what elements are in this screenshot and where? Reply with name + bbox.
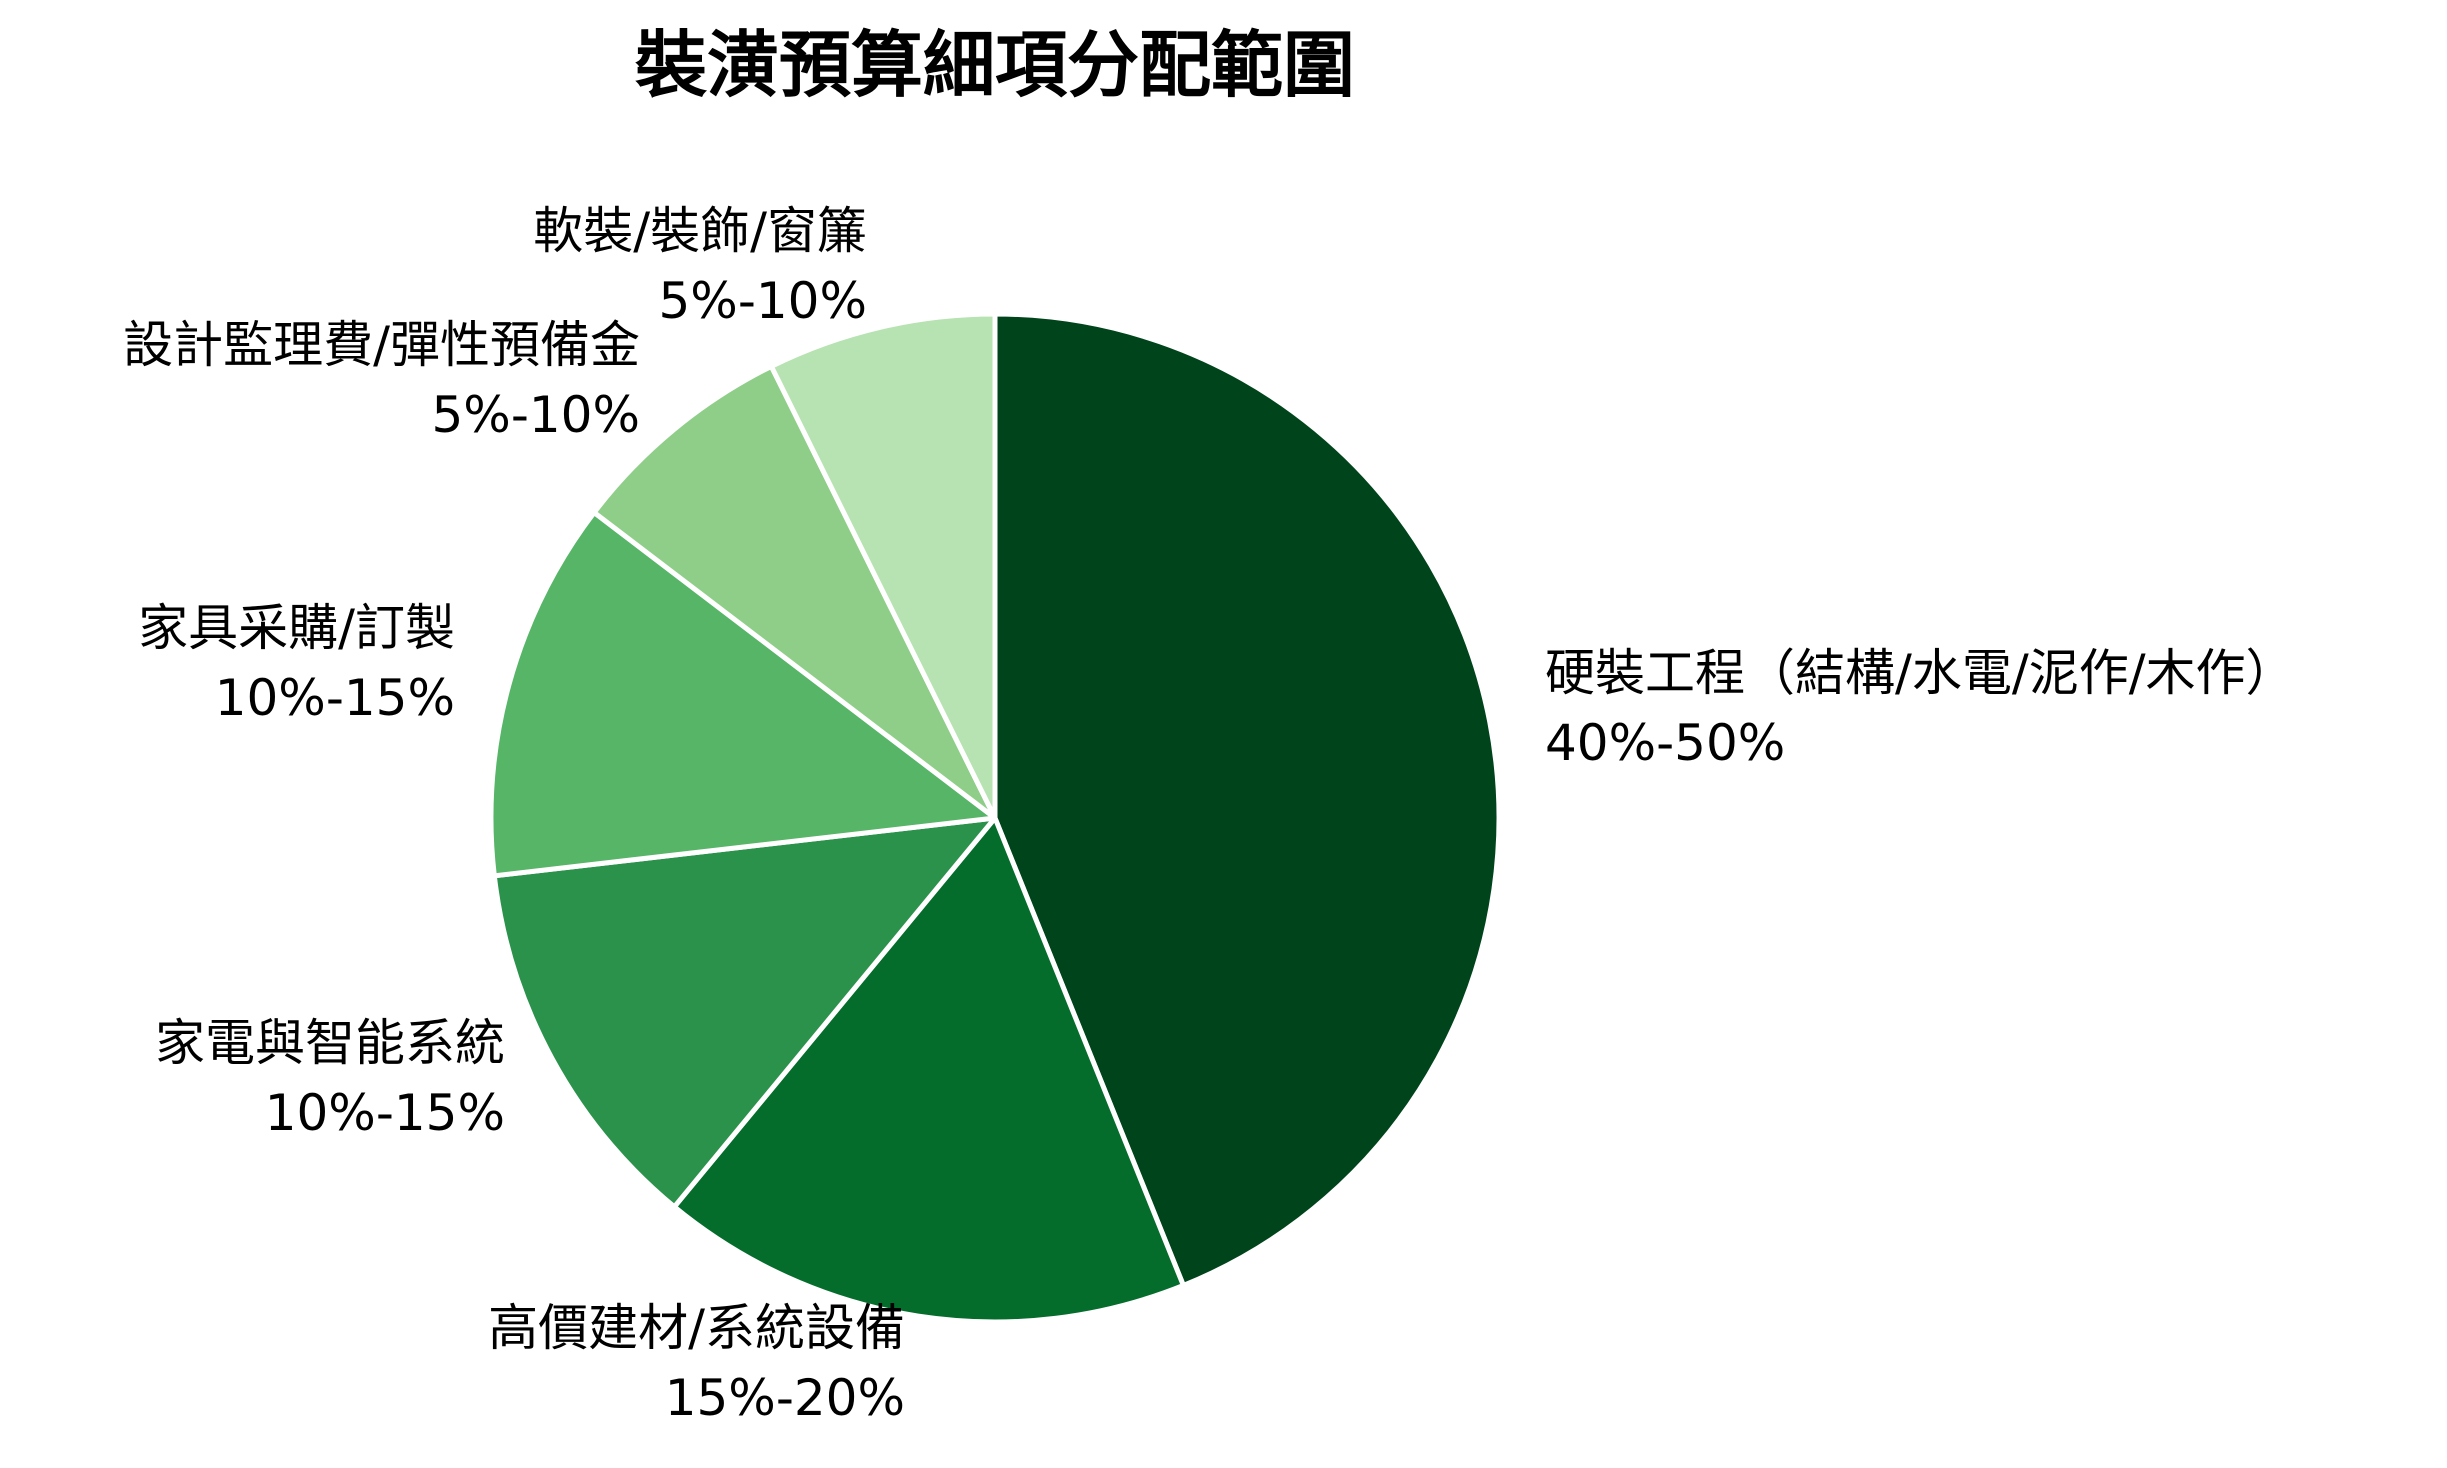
slice-label-6: 軟裝/裝飾/窗簾: [533, 202, 867, 260]
pie-slice-5: [591, 363, 998, 821]
pie-slice-4: [488, 509, 998, 879]
slice-label-1: 硬裝工程（結構/水電/泥作/木作）: [1545, 644, 2296, 702]
chart-title: 裝潢預算細項分配範圍: [635, 23, 1355, 107]
slice-label-5: 設計監理費/彈性預備金: [123, 316, 640, 374]
slice-range-1: 40%-50%: [1545, 714, 1785, 772]
slice-range-5: 5%-10%: [432, 386, 641, 444]
pie-slice-6: [768, 311, 998, 821]
slice-label-2: 高價建材/系統設備: [488, 1299, 905, 1357]
pie-slices: [488, 311, 1502, 1325]
slice-label-3: 家電與智能系統: [155, 1014, 505, 1072]
slice-range-4: 10%-15%: [215, 669, 455, 727]
slice-range-6: 5%-10%: [659, 272, 868, 330]
pie-slice-1: [992, 311, 1502, 1288]
slice-range-3: 10%-15%: [265, 1084, 505, 1142]
pie-slice-2: [671, 815, 1186, 1325]
pie-slice-3: [491, 815, 998, 1210]
pie-labels: 硬裝工程（結構/水電/泥作/木作） 40%-50% 高價建材/系統設備 15%-20%…: [123, 202, 2295, 1427]
slice-range-2: 15%-20%: [665, 1369, 905, 1427]
slice-label-4: 家具采購/訂製: [138, 599, 455, 657]
